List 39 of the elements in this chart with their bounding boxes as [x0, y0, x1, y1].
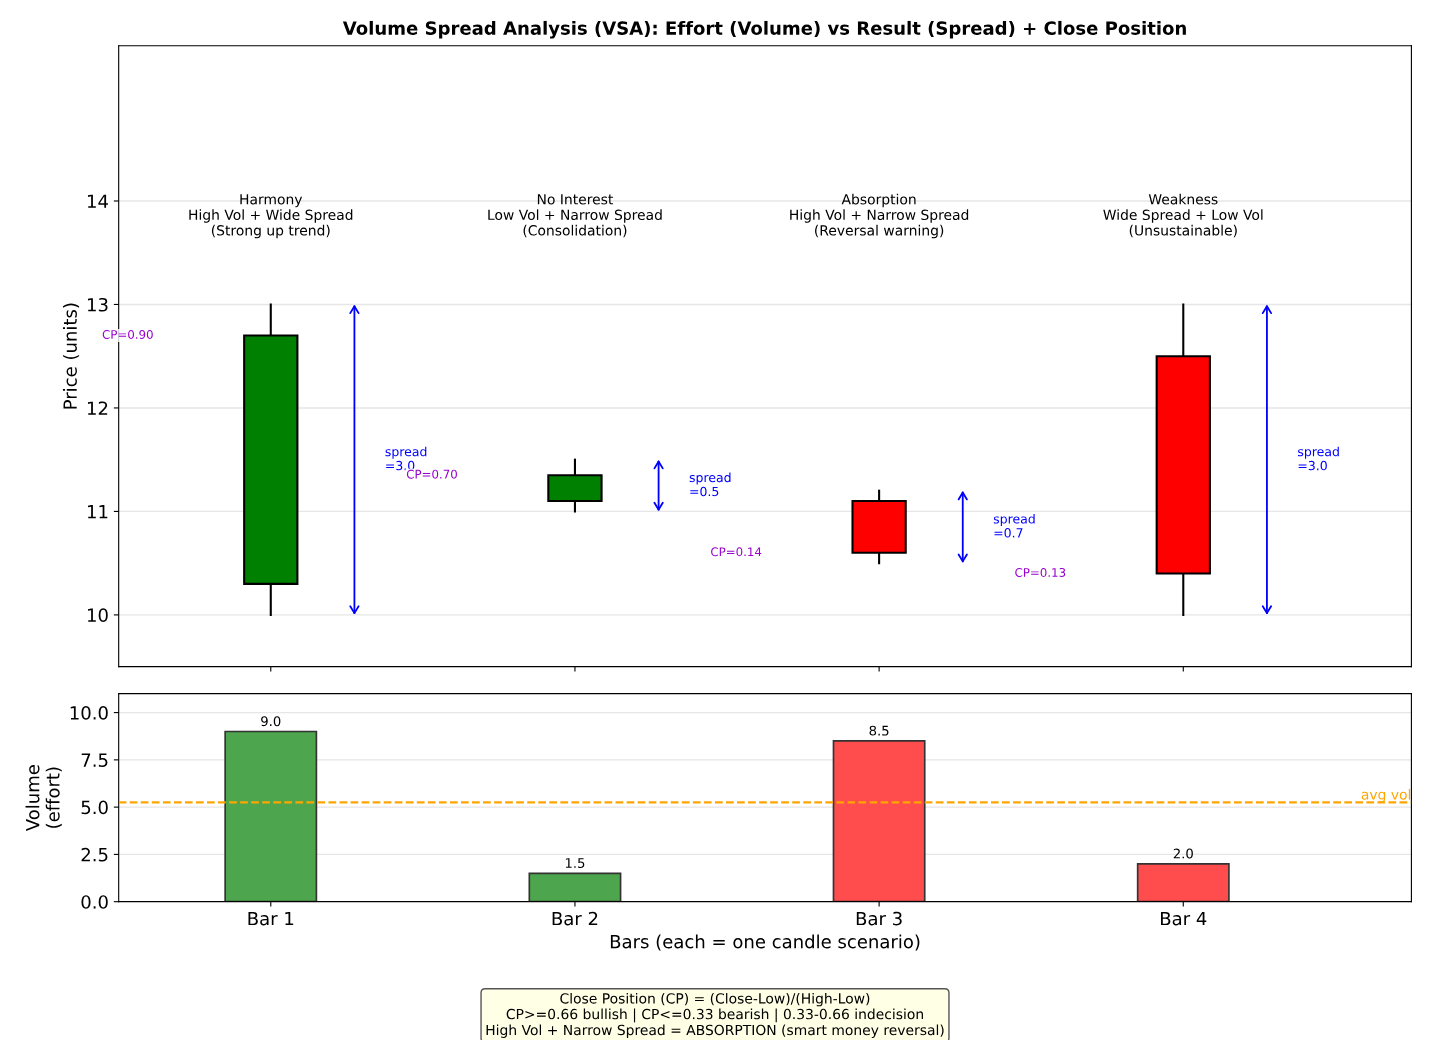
- x-tick-label: Bar 4: [1161, 911, 1207, 926]
- x-tick-label: Bar 1: [248, 911, 294, 926]
- ref-line-label: avg vol: [1361, 788, 1411, 803]
- y-tick-label: 10.0: [70, 706, 108, 720]
- annotation: Absorption High Vol + Narrow Spread (Reversal warning): [790, 193, 969, 239]
- data-label: 8.5: [869, 725, 889, 736]
- y-tick-label: 0.0: [81, 895, 108, 909]
- x-axis-title: Bars (each = one candle scenario): [610, 934, 920, 951]
- y-tick-label: 7.5: [81, 753, 108, 767]
- y-axis-title: Volume (effort): [25, 765, 62, 832]
- bar: [224, 730, 318, 902]
- annotation: spread =0.5: [689, 472, 731, 497]
- annotation: Weakness Wide Spread + Low Vol (Unsustainable): [1103, 193, 1263, 238]
- annotation: spread =3.0: [1298, 446, 1339, 471]
- y-tick-label: 2.5: [81, 847, 108, 862]
- y-tick-label: 12: [87, 401, 108, 415]
- data-label: 2.0: [1173, 848, 1193, 859]
- annotation: No Interest Low Vol + Narrow Spread (Consolidation): [488, 194, 662, 238]
- annotation: CP=0.70: [406, 469, 457, 479]
- data-label: 9.0: [261, 716, 281, 727]
- y-tick-label: 13: [87, 297, 108, 312]
- annotation: CP=0.90: [102, 330, 153, 339]
- text: Close Position (CP) = (Close-Low)/(High-Low) CP>=0.66 bullish | CP<=0.33 bearish | 0.33-0.66 indecision High Vol + Narrow Spread = ABSORPTION (smart money reversal): [486, 992, 944, 1038]
- bar: [1136, 863, 1230, 902]
- annotation: spread =0.7: [993, 513, 1035, 538]
- bar: [528, 872, 622, 902]
- chart-title: Volume Spread Analysis (VSA): Effort (Volume) vs Result (Spread) + Close Position: [342, 20, 1186, 39]
- bar: [832, 740, 926, 902]
- annotation: CP=0.13: [1015, 568, 1066, 577]
- x-tick-label: Bar 3: [856, 911, 902, 926]
- y-axis-title: Price (units): [62, 303, 80, 409]
- annotation: Harmony High Vol + Wide Spread (Strong up trend): [189, 194, 353, 239]
- y-tick-label: 14: [87, 194, 108, 208]
- y-tick-label: 10: [87, 608, 108, 623]
- y-tick-label: 11: [87, 505, 108, 519]
- y-tick-label: 5.0: [81, 800, 108, 815]
- annotation: CP=0.14: [711, 547, 762, 557]
- x-tick-label: Bar 2: [552, 911, 598, 926]
- data-label: 1.5: [565, 858, 585, 868]
